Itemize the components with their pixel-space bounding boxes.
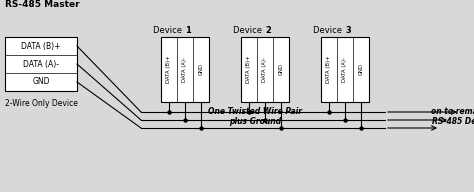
Text: 2-Wire Only Device: 2-Wire Only Device [5,99,78,108]
Text: DATA (A)-: DATA (A)- [23,60,59,69]
Text: DATA (B)+: DATA (B)+ [327,56,331,83]
Text: Device: Device [154,26,185,35]
Text: DATA (B)+: DATA (B)+ [21,41,61,50]
Text: DATA (A)-: DATA (A)- [263,57,267,82]
Text: 3: 3 [345,26,351,35]
Text: DATA (A)-: DATA (A)- [343,57,347,82]
Text: GND: GND [358,64,364,75]
Text: Device: Device [233,26,265,35]
Text: One Twisted Wire Pair
plus Ground: One Twisted Wire Pair plus Ground [208,107,302,126]
Bar [5,37,77,91]
Text: DATA (B)+: DATA (B)+ [166,56,172,83]
Text: DATA (B)+: DATA (B)+ [246,56,252,83]
Text: DATA (A)-: DATA (A)- [182,57,188,82]
Text: Device: Device [313,26,345,35]
Text: GND: GND [32,78,50,87]
Text: GND: GND [199,64,203,75]
Bar [161,37,209,102]
Bar [321,37,369,102]
Text: on to remaining
RS-485 Devices: on to remaining RS-485 Devices [431,107,474,126]
Text: GND: GND [279,64,283,75]
Bar [241,37,289,102]
Text: 2: 2 [265,26,271,35]
Text: 1: 1 [185,26,191,35]
Text: RS-485 Master: RS-485 Master [5,0,80,9]
